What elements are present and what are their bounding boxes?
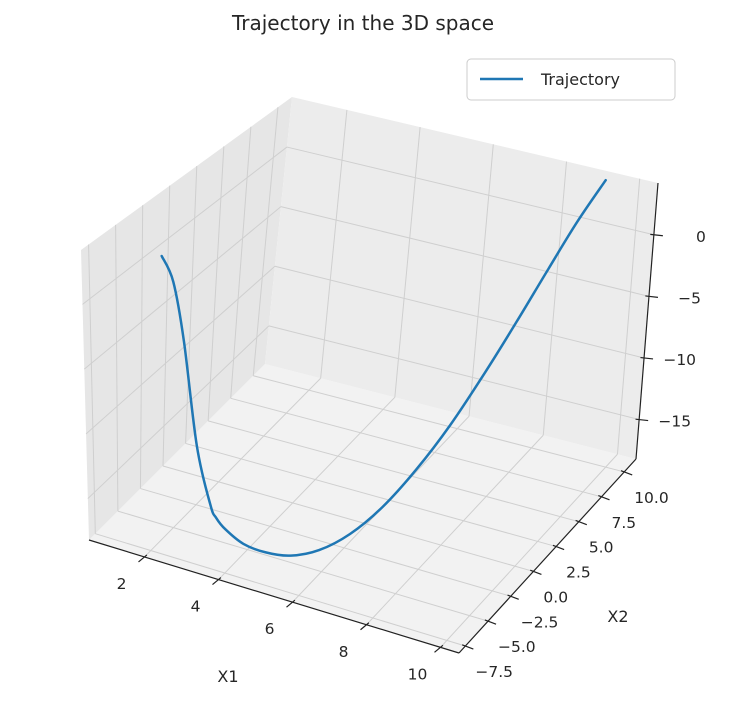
z-grid-left <box>87 325 270 499</box>
z-tick <box>645 295 659 298</box>
z-tick <box>640 356 654 360</box>
axis-panes <box>81 97 658 653</box>
series-line-trajectory <box>160 178 607 557</box>
z-grid-back <box>286 146 654 236</box>
y-tick <box>552 544 565 551</box>
x-tick-label: 8 <box>339 643 349 661</box>
y-grid-floor <box>208 420 579 523</box>
y-tick-label: 0.0 <box>543 588 568 606</box>
x-grid-back <box>320 109 348 379</box>
y-grid-left <box>230 126 252 399</box>
z-tick <box>635 418 649 422</box>
y-tick <box>620 470 633 476</box>
x-tick <box>138 554 148 563</box>
z-grid-left <box>83 206 282 370</box>
y-tick-label: −5.0 <box>498 638 536 656</box>
x-grid-back <box>468 144 494 417</box>
y-tick-label: 10.0 <box>634 489 669 507</box>
x-axis-label: X1 <box>217 667 238 686</box>
legend-box <box>466 58 676 101</box>
y-grid-left <box>115 224 119 512</box>
chart-title: Trajectory in the 3D space <box>231 11 494 35</box>
y-axis-label: X2 <box>607 607 628 626</box>
y-grid-floor <box>253 375 625 473</box>
y-tick <box>484 619 497 625</box>
x-grid-back <box>616 178 641 455</box>
x-grid-floor <box>440 453 618 648</box>
y-grid-left <box>162 185 171 467</box>
x-grid-floor <box>144 377 322 558</box>
y-grid-floor <box>140 488 511 597</box>
y-tick <box>530 569 542 575</box>
z-tick-label: 0 <box>696 228 706 246</box>
y-grid-floor <box>95 533 466 647</box>
y-axis-line <box>458 458 637 654</box>
x-grid-back <box>542 161 567 436</box>
floor-pane <box>89 364 636 653</box>
x-tick-label: 6 <box>265 620 275 638</box>
y-tick-label: −7.5 <box>475 663 513 681</box>
z-tick-label: −10 <box>663 351 696 369</box>
z-tick <box>650 233 663 237</box>
z-grid-back <box>268 325 640 421</box>
y-tick <box>507 594 519 600</box>
y-tick <box>598 495 610 501</box>
x-tick <box>286 599 296 608</box>
y-tick <box>461 644 474 650</box>
x-axis-line <box>88 539 460 654</box>
x-grid-back <box>394 127 421 398</box>
series-layer <box>160 178 607 557</box>
y-tick-label: −2.5 <box>521 613 559 631</box>
y-grid-left <box>252 107 279 376</box>
legend: Trajectory <box>466 58 676 101</box>
y-grid-left <box>207 146 225 421</box>
axis-lines: 2 4 6 8 10 −7.5 −5.0 −2.5 0.0 2.5 5.0 7.5 10.0 −15 −10… <box>88 182 706 683</box>
y-grid-floor <box>117 510 489 622</box>
legend-label-trajectory: Trajectory <box>540 70 620 89</box>
x-tick <box>360 622 370 631</box>
y-grid-floor <box>162 465 534 572</box>
z-axis-line <box>635 182 659 460</box>
x-grid-floor <box>218 396 396 580</box>
grid-lines <box>82 107 654 648</box>
z-tick-label: −5 <box>678 289 701 307</box>
z-grid-left <box>82 146 288 305</box>
y-grid-floor <box>185 442 557 548</box>
y-grid-left <box>139 205 144 489</box>
left-wall-pane <box>81 97 292 540</box>
x-tick <box>434 644 444 653</box>
y-tick <box>575 519 588 526</box>
y-tick-label: 5.0 <box>589 539 614 557</box>
z-grid-left <box>85 265 276 435</box>
x-tick <box>212 577 222 586</box>
x-grid-floor <box>366 434 544 626</box>
x-tick-label: 4 <box>191 598 201 616</box>
back-wall-pane <box>265 97 658 459</box>
y-grid-left <box>185 166 198 444</box>
y-tick-label: 2.5 <box>566 564 591 582</box>
x-tick-label: 2 <box>117 575 127 593</box>
z-grid-back <box>274 265 645 359</box>
y-grid-floor <box>230 397 602 498</box>
y-grid-left <box>88 244 96 534</box>
z-grid-back <box>280 206 650 297</box>
x-tick-label: 10 <box>408 665 428 683</box>
z-tick-label: −15 <box>658 413 691 431</box>
y-tick-label: 7.5 <box>612 514 637 532</box>
